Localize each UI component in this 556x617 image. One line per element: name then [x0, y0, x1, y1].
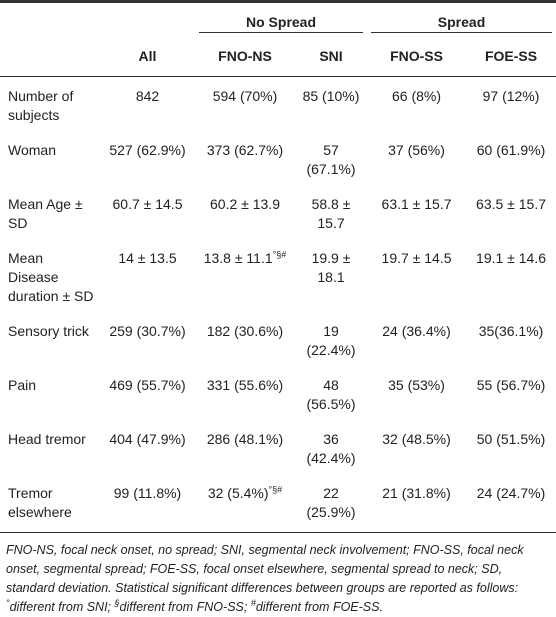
cell-text: 13.8 ± 11.1 — [203, 250, 273, 266]
table-cell: 19.1 ± 14.6 — [476, 250, 546, 266]
table-cell: 13.8 ± 11.1°§# — [195, 239, 295, 312]
column-header: SNI — [295, 39, 368, 77]
table-cell: 35 (53%) — [388, 377, 445, 393]
table-cell: 331 (55.6%) — [206, 377, 284, 393]
table-row: Number of subjects 842 594 (70%) 85 (10%) 66… — [0, 77, 556, 132]
table-cell: 99 (11.8%) — [100, 474, 195, 533]
table-cell: 60.7 ± 14.5 — [112, 196, 183, 212]
cell-text: 32 (5.4%) — [207, 485, 269, 501]
table-cell: 19.7 ± 14.5 — [381, 250, 452, 266]
row-label: Tremor elsewhere — [0, 474, 100, 533]
table-cell: 55 (56.7%) — [476, 377, 546, 393]
table-row: Head tremor 404 (47.9%) 286 (48.1%) 36 (42.… — [0, 420, 556, 474]
table-cell: 63.1 ± 15.7 — [381, 196, 452, 212]
header-row: All FNO-NS SNI FNO-SS FOE-SS — [0, 39, 556, 77]
table-cell: 35(36.1%) — [478, 323, 544, 339]
table-row: Mean Age ± SD 60.7 ± 14.5 60.2 ± 13.9 58.8 … — [0, 185, 556, 239]
column-header: FNO-SS — [367, 39, 467, 77]
table-row: Tremor elsewhere 99 (11.8%) 32 (5.4%)°§# 22… — [0, 474, 556, 533]
footnote-text: FNO-NS, focal neck onset, no spread; SNI… — [6, 543, 524, 595]
table-cell: 19.9 ± 18.1 — [311, 250, 351, 285]
table-cell: 24 (24.7%) — [466, 474, 556, 533]
table-row: Pain 469 (55.7%) 331 (55.6%) 48 (56.5%) 35 (… — [0, 366, 556, 420]
footnote-text: different from SNI; — [9, 600, 115, 614]
footnote: FNO-NS, focal neck onset, no spread; SNI… — [0, 533, 556, 617]
column-header: FOE-SS — [466, 39, 556, 77]
table-cell: 36 (42.4%) — [306, 431, 356, 466]
row-label: Head tremor — [8, 431, 86, 447]
table-cell: 32 (48.5%) — [382, 431, 451, 447]
table-cell: 24 (36.4%) — [382, 323, 451, 339]
table-cell: 404 (47.9%) — [109, 431, 186, 447]
table-cell: 37 (56%) — [388, 142, 445, 158]
table-row: Mean Disease duration ± SD 14 ± 13.5 13.8 … — [0, 239, 556, 312]
table-cell: 32 (5.4%)°§# — [195, 474, 295, 533]
table-cell: 21 (31.8%) — [367, 474, 467, 533]
table-cell: 48 (56.5%) — [306, 377, 356, 412]
column-header: All — [100, 39, 195, 77]
footnote-text: different from FNO-SS; — [119, 600, 251, 614]
footnote-text: different from FOE-SS. — [255, 600, 383, 614]
row-label: Woman — [8, 142, 56, 158]
table-cell: 22 (25.9%) — [295, 474, 368, 533]
table-cell: 57 (67.1%) — [306, 142, 356, 177]
table-cell: 286 (48.1%) — [206, 431, 284, 447]
data-table: No Spread Spread All FNO-NS SNI FNO-SS FOE-S… — [0, 0, 556, 533]
table-row: Sensory trick 259 (30.7%) 182 (30.6%) 19 (2… — [0, 312, 556, 366]
group-header: Spread — [371, 13, 553, 33]
table-cell: 469 (55.7%) — [109, 377, 186, 393]
table-cell: 60.2 ± 13.9 — [210, 196, 280, 212]
row-label: Number of subjects — [8, 88, 74, 123]
table-cell: 14 ± 13.5 — [118, 250, 177, 266]
table-cell: 60 (61.9%) — [476, 142, 546, 158]
table-row: Woman 527 (62.9%) 373 (62.7%) 57 (67.1%) 37 … — [0, 131, 556, 185]
table-cell: 66 (8%) — [392, 88, 442, 104]
row-label: Mean Disease duration ± SD — [8, 250, 94, 304]
row-label: Sensory trick — [8, 323, 89, 339]
row-label: Pain — [8, 377, 37, 393]
table-cell: 85 (10%) — [302, 88, 360, 104]
cell-superscript: °§# — [272, 249, 287, 260]
table-cell: 63.5 ± 15.7 — [476, 196, 546, 212]
table-cell: 182 (30.6%) — [206, 323, 284, 339]
column-header: FNO-NS — [195, 39, 295, 77]
table-cell: 58.8 ± 15.7 — [311, 196, 351, 231]
table-cell: 373 (62.7%) — [206, 142, 284, 158]
table-cell: 527 (62.9%) — [109, 142, 186, 158]
group-row: No Spread Spread — [0, 0, 556, 39]
table-cell: 594 (70%) — [212, 88, 278, 104]
table-cell: 50 (51.5%) — [476, 431, 546, 447]
cell-superscript: °§# — [268, 484, 283, 495]
table-cell: 842 — [135, 88, 160, 104]
table-cell: 97 (12%) — [482, 88, 540, 104]
table-cell: 259 (30.7%) — [109, 323, 186, 339]
group-header: No Spread — [199, 13, 364, 33]
table-cell: 19 (22.4%) — [306, 323, 356, 358]
row-label: Mean Age ± SD — [8, 196, 83, 231]
